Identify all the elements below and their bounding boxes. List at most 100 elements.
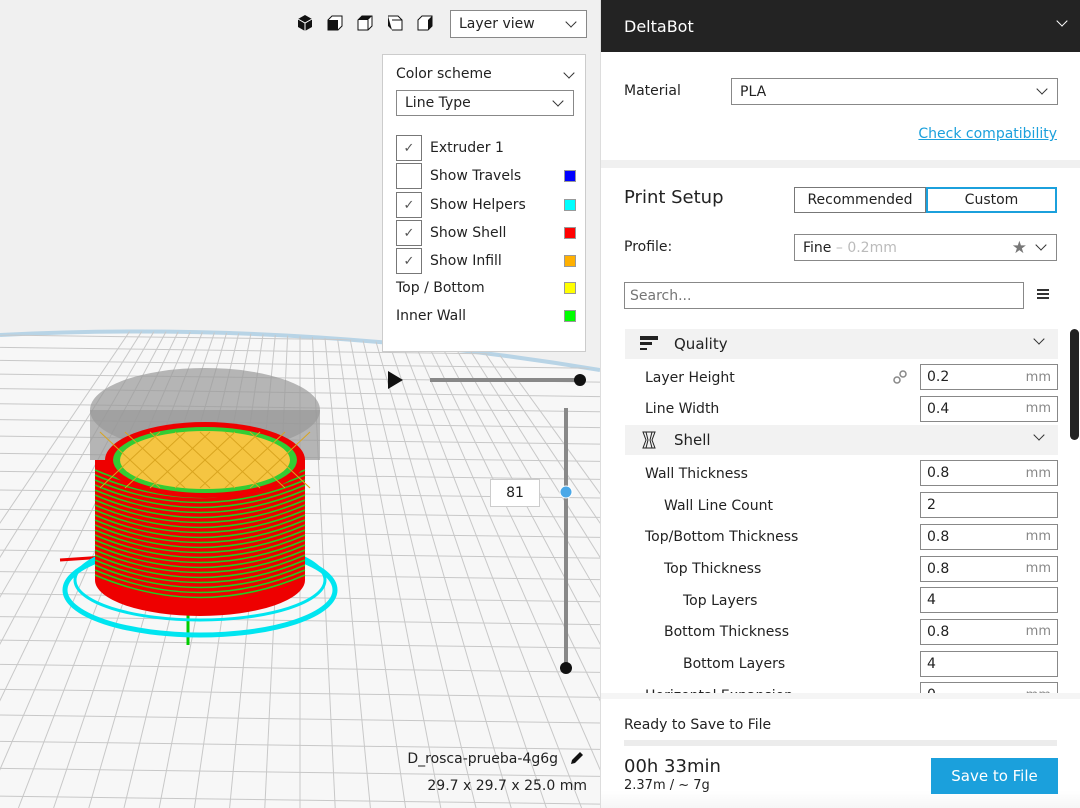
thread-line [94,529,306,554]
setting-label: Top Layers [683,592,758,609]
category-label: Shell [674,431,711,450]
front-view-icon[interactable] [326,14,346,34]
thread-line [94,499,306,524]
settings-scrollbar[interactable] [1070,329,1079,440]
grid-line [347,331,442,808]
thread-line [94,504,306,529]
infill-pattern [99,431,311,489]
recommended-tab[interactable]: Recommended [794,187,926,213]
setting-input[interactable]: 0.8 mm [920,555,1058,582]
grid-line [0,740,600,750]
legend-color-swatch [564,170,576,182]
setting-input[interactable]: 4 [920,587,1058,614]
star-icon[interactable]: ★ [1011,237,1027,258]
setting-label: Bottom Thickness [664,624,789,641]
chevron-down-icon [563,67,575,79]
settings-search-input[interactable] [624,282,1024,309]
setting-value: 0.4 [927,400,950,417]
legend-item[interactable]: ✓ Show Helpers [396,192,576,218]
grid-line [323,331,371,808]
pencil-icon[interactable] [568,749,588,769]
legend-item[interactable]: ✓ Show Shell [396,220,576,246]
legend-checkbox[interactable] [396,163,422,189]
grid-line [444,331,600,808]
custom-tab[interactable]: Custom [926,187,1057,213]
settings-menu-icon[interactable] [1037,287,1049,301]
save-to-file-button[interactable]: Save to File [931,758,1058,794]
setting-label: Layer Height [645,369,735,386]
setting-input[interactable]: 0 mm [920,682,1058,693]
setting-label: Horizontal Expansion [645,688,793,693]
settings-category-quality[interactable]: Quality [625,329,1058,359]
legend-checkbox[interactable]: ✓ [396,135,422,161]
infill-line [124,431,186,489]
profile-name: Fine [803,239,832,256]
print-time: 00h 33min [624,756,721,777]
play-icon[interactable] [388,371,403,389]
thread-line [94,549,306,574]
setting-label: Line Width [645,401,720,418]
color-scheme-dropdown[interactable]: Line Type [396,90,574,116]
setting-input[interactable]: 0.8 mm [920,460,1058,487]
model-threads [94,469,306,599]
setting-input[interactable]: 0.8 mm [920,618,1058,645]
top-view-icon[interactable] [356,14,376,34]
setting-label: Wall Line Count [664,497,773,514]
grid-line [0,359,600,369]
printer-name: DeltaBot [624,16,694,36]
material-dropdown[interactable]: PLA [731,78,1058,105]
check-compatibility-link[interactable]: Check compatibility [918,126,1057,142]
thread-line [94,544,306,569]
legend-item[interactable]: Show Travels [396,163,576,189]
layer-slider-min-handle[interactable] [560,662,572,674]
setting-input[interactable]: 0.8 mm [920,523,1058,550]
thread-line [94,559,306,584]
divider [601,160,1080,168]
infill-line [99,431,161,489]
grid-line [481,331,600,808]
profile-dropdown[interactable]: Fine – 0.2mm ★ [794,234,1057,261]
3d-viewport[interactable]: Layer view Color scheme Line Type ✓ Extru… [0,0,600,808]
right-view-icon[interactable] [416,14,436,34]
legend-item: Top / Bottom [396,275,576,301]
left-view-icon[interactable] [386,14,406,34]
setting-input[interactable]: 0.4 mm [920,395,1058,422]
settings-list[interactable]: Quality Layer Height 0.2 mm Line Width 0.4 mm S… [601,328,1071,693]
setting-row: Bottom Thickness 0.8 mm [601,617,1061,648]
thread-line [94,569,306,594]
chevron-down-icon [1035,239,1047,251]
thread-line [94,564,306,589]
setting-input[interactable]: 0.2 mm [920,364,1058,390]
legend-checkbox[interactable]: ✓ [396,220,422,246]
setting-value: 4 [927,655,936,672]
legend-color-swatch [564,199,576,211]
link-icon[interactable] [892,369,908,389]
setting-input[interactable]: 2 [920,492,1058,519]
setting-label: Top Thickness [664,561,762,577]
layer-slider-max-handle[interactable] [559,485,573,499]
category-label: Quality [674,335,728,353]
color-scheme-toggle[interactable]: Color scheme [396,66,576,82]
3d-view-icon[interactable] [296,14,316,34]
grid-line [372,331,512,808]
setting-unit: mm [1025,465,1051,481]
legend-item[interactable]: ✓ Show Infill [396,248,576,274]
profile-detail: – 0.2mm [831,239,897,256]
legend-color-swatch [564,282,576,294]
object-dimensions: 29.7 x 29.7 x 25.0 mm [427,778,587,794]
legend-checkbox[interactable]: ✓ [396,192,422,218]
layer-number-field[interactable]: 81 [490,479,540,507]
layer-path-slider-handle[interactable] [574,374,586,386]
setting-input[interactable]: 4 [920,650,1058,677]
settings-category-shell[interactable]: Shell [625,425,1058,456]
infill-line [249,431,311,489]
build-plate-scene[interactable] [0,0,600,808]
color-scheme-title: Color scheme [396,66,492,82]
legend-item[interactable]: ✓ Extruder 1 [396,135,576,161]
legend-checkbox[interactable]: ✓ [396,248,422,274]
printer-selector[interactable]: DeltaBot [601,0,1080,52]
grid-line [0,663,600,673]
view-mode-dropdown[interactable]: Layer view [450,10,587,38]
setting-value: 0.2 [927,369,950,385]
setting-value: 0.8 [927,623,950,640]
